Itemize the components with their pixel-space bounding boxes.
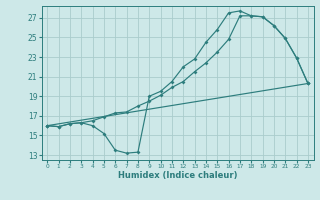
X-axis label: Humidex (Indice chaleur): Humidex (Indice chaleur) [118, 171, 237, 180]
